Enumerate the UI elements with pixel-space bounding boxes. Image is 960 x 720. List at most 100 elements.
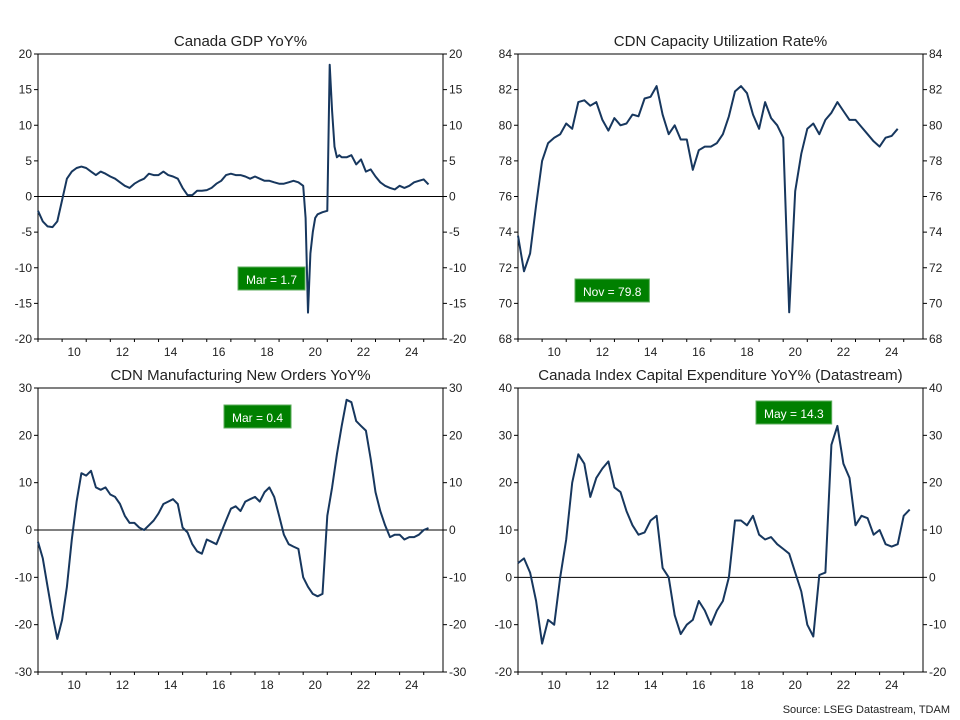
x-tick-label: 20 <box>309 678 323 692</box>
y-tick-label-right: 78 <box>929 154 943 168</box>
y-tick-label-left: 74 <box>499 225 513 239</box>
y-tick-label-left: 10 <box>19 476 33 490</box>
plot-frame <box>517 387 924 673</box>
y-tick-label-left: -20 <box>495 665 513 679</box>
x-tick-label: 22 <box>837 678 851 692</box>
y-tick-label-right: 20 <box>449 428 463 442</box>
y-tick-label-left: 20 <box>19 428 33 442</box>
y-tick-label-left: 76 <box>499 190 513 204</box>
x-tick-label: 18 <box>260 345 274 359</box>
x-tick-label: 10 <box>547 678 561 692</box>
y-tick-label-right: 30 <box>929 428 943 442</box>
y-tick-label-right: -5 <box>449 225 460 239</box>
y-tick-label-left: -20 <box>15 618 33 632</box>
y-tick-label-right: -20 <box>449 618 467 632</box>
y-tick-label-left: 30 <box>499 428 513 442</box>
latest-value-box <box>223 404 292 429</box>
x-tick-label: 24 <box>885 678 899 692</box>
y-tick-label-right: 5 <box>449 154 456 168</box>
latest-value-text: Nov = 79.8 <box>583 285 642 299</box>
y-tick-label-left: 70 <box>499 296 513 310</box>
y-tick-label-left: -5 <box>21 225 32 239</box>
x-tick-label: 24 <box>405 345 419 359</box>
chart-panel-1: Canada GDP YoY% -20 -20 -15 -15 -10 -10 -5 -5 0 0 5… <box>15 33 467 359</box>
y-tick-label-right: 68 <box>929 332 943 346</box>
y-tick-label-left: -30 <box>15 665 33 679</box>
chart-title: CDN Manufacturing New Orders YoY% <box>110 367 370 384</box>
y-tick-label-right: -20 <box>449 332 467 346</box>
x-tick-label: 12 <box>596 678 610 692</box>
y-tick-label-right: 84 <box>929 47 943 61</box>
y-tick-label-right: 74 <box>929 225 943 239</box>
latest-value-text: Mar = 1.7 <box>246 273 297 287</box>
y-tick-label-left: 10 <box>19 118 33 132</box>
latest-value-box <box>755 400 833 425</box>
latest-value-text: May = 14.3 <box>764 407 824 421</box>
latest-value-box <box>574 278 650 303</box>
x-tick-label: 14 <box>164 678 178 692</box>
x-tick-label: 10 <box>547 345 561 359</box>
x-tick-label: 14 <box>644 345 658 359</box>
x-tick-label: 12 <box>596 345 610 359</box>
x-tick-label: 18 <box>740 345 754 359</box>
latest-value-label: Nov = 79.8 <box>574 278 650 303</box>
y-tick-label-right: -10 <box>449 570 467 584</box>
y-tick-label-right: -10 <box>929 618 947 632</box>
x-tick-label: 20 <box>309 345 323 359</box>
y-tick-label-left: 20 <box>499 476 513 490</box>
x-tick-label: 22 <box>837 345 851 359</box>
y-tick-label-right: 0 <box>449 190 456 204</box>
y-tick-label-left: 0 <box>25 523 32 537</box>
y-tick-label-left: 0 <box>505 570 512 584</box>
y-tick-label-right: 72 <box>929 261 943 275</box>
y-tick-label-left: 10 <box>499 523 513 537</box>
y-tick-label-left: -10 <box>495 618 513 632</box>
chart-title: Canada Index Capital Expenditure YoY% (D… <box>538 367 902 384</box>
y-tick-label-right: -20 <box>929 665 947 679</box>
chart-title: Canada GDP YoY% <box>174 33 307 50</box>
y-tick-label-right: -10 <box>449 261 467 275</box>
y-tick-label-right: 10 <box>929 523 943 537</box>
x-tick-label: 12 <box>116 678 130 692</box>
y-tick-label-right: 0 <box>929 570 936 584</box>
y-tick-label-right: 80 <box>929 118 943 132</box>
series-line <box>37 398 429 640</box>
series-line <box>517 424 911 645</box>
y-tick-label-right: 20 <box>449 47 463 61</box>
y-tick-label-left: 78 <box>499 154 513 168</box>
y-tick-label-left: 0 <box>25 190 32 204</box>
y-tick-label-left: 15 <box>19 83 33 97</box>
latest-value-label: May = 14.3 <box>755 400 833 425</box>
x-tick-label: 24 <box>885 345 899 359</box>
y-tick-label-right: 10 <box>449 476 463 490</box>
y-tick-label-right: 76 <box>929 190 943 204</box>
y-tick-label-right: -15 <box>449 296 467 310</box>
source-note: Source: LSEG Datastream, TDAM <box>782 704 950 716</box>
y-tick-label-right: 20 <box>929 476 943 490</box>
x-tick-label: 24 <box>405 678 419 692</box>
y-tick-label-left: 80 <box>499 118 513 132</box>
x-tick-label: 14 <box>644 678 658 692</box>
latest-value-label: Mar = 1.7 <box>237 266 306 291</box>
latest-value-label: Mar = 0.4 <box>223 404 292 429</box>
x-tick-label: 10 <box>67 678 81 692</box>
y-tick-label-left: 72 <box>499 261 513 275</box>
x-tick-label: 18 <box>740 678 754 692</box>
latest-value-text: Mar = 0.4 <box>232 411 283 425</box>
y-tick-label-right: 40 <box>929 381 943 395</box>
x-tick-label: 16 <box>212 678 226 692</box>
y-tick-label-left: 84 <box>499 47 513 61</box>
y-tick-label-right: 70 <box>929 296 943 310</box>
y-tick-label-left: -15 <box>15 296 33 310</box>
y-tick-label-left: -10 <box>15 570 33 584</box>
y-tick-label-left: 82 <box>499 83 513 97</box>
y-tick-label-right: 15 <box>449 83 463 97</box>
x-tick-label: 18 <box>260 678 274 692</box>
x-tick-label: 20 <box>789 678 803 692</box>
series-line <box>517 85 899 314</box>
chart-panel-2: CDN Capacity Utilization Rate% 68 68 70 70 72… <box>499 33 943 359</box>
y-tick-label-right: 10 <box>449 118 463 132</box>
y-tick-label-left: 40 <box>499 381 513 395</box>
x-tick-label: 14 <box>164 345 178 359</box>
